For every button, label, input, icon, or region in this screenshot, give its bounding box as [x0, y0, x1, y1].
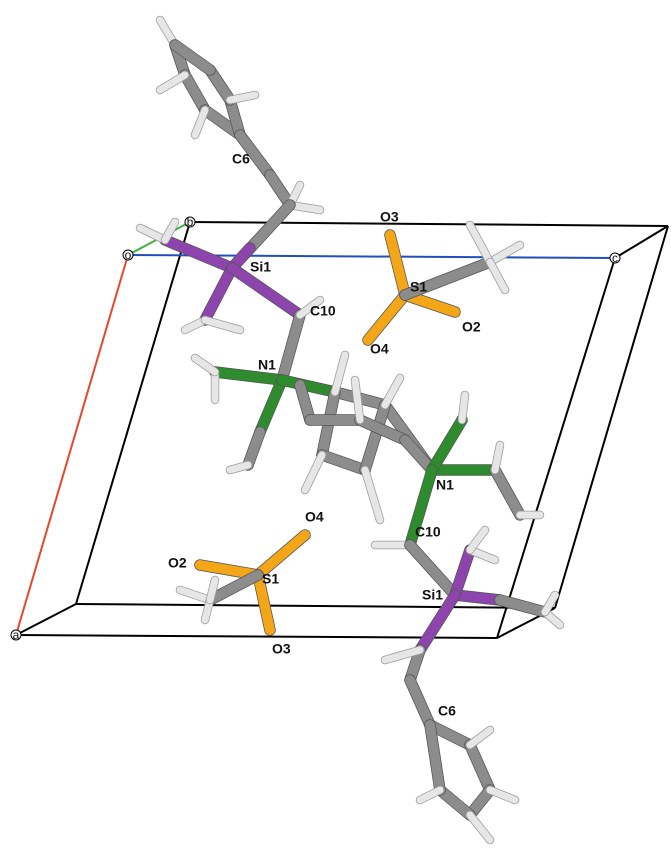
bond	[160, 235, 237, 273]
atom-label: O3	[272, 641, 291, 657]
bond	[277, 310, 305, 385]
bond	[170, 40, 215, 75]
bond	[243, 427, 265, 470]
bond	[176, 586, 214, 604]
bond	[466, 546, 499, 564]
axis-marker	[609, 252, 621, 264]
bond	[253, 530, 310, 580]
bond	[301, 451, 326, 494]
bond	[486, 258, 509, 294]
bond	[277, 375, 340, 397]
bond	[415, 590, 460, 655]
bond	[161, 218, 179, 244]
bond	[195, 560, 263, 580]
bond	[331, 351, 349, 396]
bond	[495, 595, 550, 617]
axis-label: o	[125, 248, 132, 262]
atom-label: O4	[305, 509, 324, 525]
atom-label: C6	[232, 151, 250, 167]
bond	[360, 400, 390, 475]
bond	[156, 71, 189, 94]
bond	[295, 380, 315, 425]
atom-label: O2	[462, 319, 481, 335]
bond	[201, 316, 244, 334]
atom-label: N1	[258, 357, 276, 373]
bond	[317, 450, 370, 475]
atom-label: C10	[310, 303, 336, 319]
labels: o b c a C6 Si1 C10 N1 O3 S1 O2 O4 N1 C10 Si1 C6 O4 O2 S1 O3	[10, 151, 621, 719]
atom-label: Si1	[422, 587, 443, 603]
bond	[381, 646, 424, 664]
bond	[351, 376, 364, 424]
bond	[490, 465, 525, 520]
bond	[450, 545, 475, 600]
bond	[226, 461, 252, 474]
bond	[405, 465, 437, 550]
bond	[205, 65, 235, 105]
bond	[486, 241, 524, 266]
axis-label: b	[187, 215, 194, 229]
atom-label: S1	[410, 279, 427, 295]
bond	[458, 391, 469, 424]
bond	[136, 224, 169, 244]
axis-marker	[10, 629, 22, 641]
axis-label: c	[612, 251, 618, 265]
bond	[491, 441, 504, 474]
bond	[416, 786, 444, 804]
bond	[425, 720, 475, 750]
atom-label: O3	[380, 209, 399, 225]
bond	[541, 591, 559, 616]
atom-label: O4	[370, 341, 389, 357]
molecules	[135, 15, 565, 845]
axis-label: a	[13, 628, 20, 642]
bond	[427, 415, 467, 475]
bond	[253, 570, 275, 635]
bond	[361, 466, 384, 524]
unit-cell	[15, 221, 669, 639]
bond	[400, 257, 495, 300]
bond	[265, 170, 295, 210]
bond	[466, 811, 494, 844]
atom-label: C6	[438, 703, 456, 719]
bond	[191, 354, 219, 376]
bond	[296, 296, 324, 319]
bond	[466, 726, 494, 749]
atom-label: C10	[415, 524, 441, 540]
bond	[205, 570, 263, 605]
bond	[363, 290, 410, 345]
atom-label: S1	[262, 571, 279, 587]
bond	[465, 740, 495, 795]
bond	[405, 540, 460, 600]
axis-marker	[184, 216, 196, 228]
bond	[255, 375, 287, 437]
bond	[466, 221, 494, 266]
bond	[466, 526, 489, 554]
bond	[227, 263, 305, 320]
bond	[486, 786, 519, 804]
bond	[425, 720, 445, 795]
bond	[206, 576, 219, 604]
bond	[200, 263, 237, 325]
bond	[210, 367, 287, 385]
bond	[180, 70, 210, 115]
axis-marker	[122, 249, 134, 261]
bond	[400, 435, 437, 475]
bond	[226, 91, 259, 104]
bond	[191, 106, 209, 139]
bond	[355, 415, 410, 445]
bond	[450, 590, 505, 605]
bond	[225, 95, 245, 140]
bond	[235, 130, 275, 180]
atom-label: Si1	[250, 259, 271, 275]
bond	[405, 675, 435, 730]
bond	[435, 785, 475, 820]
atom-label: O2	[168, 555, 187, 571]
bond	[381, 374, 404, 409]
atom-label: N1	[436, 477, 454, 493]
bond	[385, 230, 410, 300]
